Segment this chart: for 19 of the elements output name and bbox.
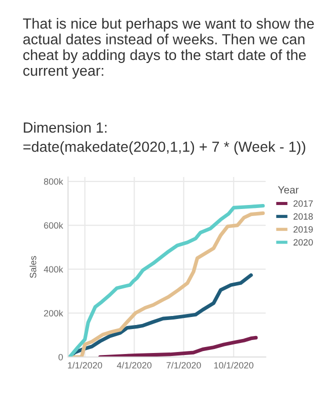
legend-title: Year (278, 186, 299, 194)
x-tick-label: 10/1/2020 (214, 362, 254, 368)
y-tick-label: 400k (44, 266, 64, 273)
y-tick-label: 200k (44, 310, 64, 316)
legend-label: 2017 (294, 200, 313, 207)
y-tick-label: 800k (44, 178, 64, 185)
chart-title: That is nice but perhaps we want to show the actual dates instead of weeks. Then we can cheat by adding days to the start date of the current year: (23, 18, 314, 79)
legend-label: 2020 (294, 239, 313, 246)
y-tick-label: 0 (58, 354, 63, 360)
line-series (98, 336, 258, 357)
y-tick-label: 600k (44, 222, 64, 229)
text: =date(makedate(2020,1,1) + 7 * (Week - 1)) (23, 141, 306, 155)
x-tick-label: 7/1/2020 (166, 362, 201, 368)
y-axis-title: Sales (30, 256, 36, 278)
legend-label: 2019 (294, 226, 313, 233)
text: Dimension 1: (24, 122, 106, 133)
x-tick-label: 1/1/2020 (68, 362, 102, 368)
x-tick-label: 4/1/2020 (116, 362, 152, 368)
legend-label: 2018 (294, 213, 313, 220)
